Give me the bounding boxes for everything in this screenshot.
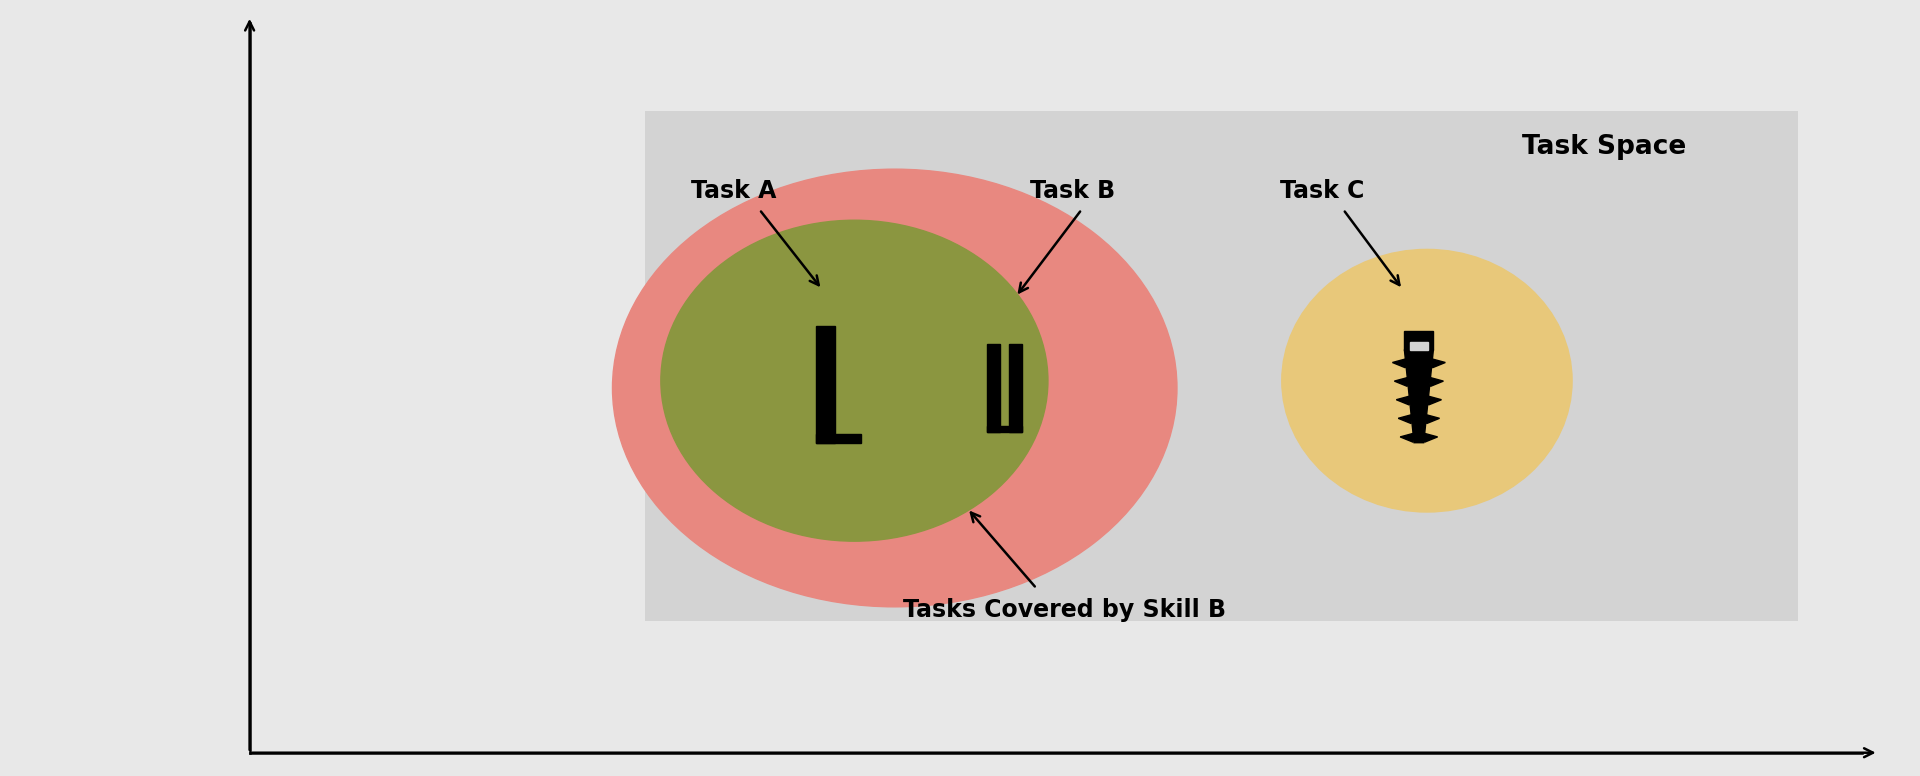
Bar: [1010, 345, 1021, 431]
Text: Task B: Task B: [1029, 179, 1116, 203]
Ellipse shape: [1283, 249, 1572, 512]
Polygon shape: [1400, 434, 1413, 442]
Text: Task A: Task A: [691, 179, 776, 203]
Polygon shape: [1425, 434, 1438, 442]
Polygon shape: [1398, 415, 1411, 424]
Bar: [1409, 342, 1428, 350]
Polygon shape: [1430, 378, 1444, 386]
Bar: [987, 345, 1000, 431]
Ellipse shape: [612, 169, 1177, 607]
Polygon shape: [1428, 397, 1442, 405]
Bar: [1404, 331, 1434, 350]
Bar: [816, 326, 835, 442]
Text: Tasks Covered by Skill B: Tasks Covered by Skill B: [902, 598, 1225, 622]
Bar: [816, 434, 860, 442]
Polygon shape: [1427, 415, 1440, 424]
Text: Task Space: Task Space: [1523, 134, 1686, 161]
Polygon shape: [1392, 359, 1405, 368]
Bar: [645, 111, 1797, 622]
Ellipse shape: [660, 220, 1048, 541]
Polygon shape: [1432, 359, 1446, 368]
Bar: [987, 426, 1021, 431]
Polygon shape: [1394, 378, 1407, 386]
Polygon shape: [1396, 397, 1409, 405]
Polygon shape: [1404, 350, 1434, 442]
Text: Task C: Task C: [1281, 179, 1365, 203]
